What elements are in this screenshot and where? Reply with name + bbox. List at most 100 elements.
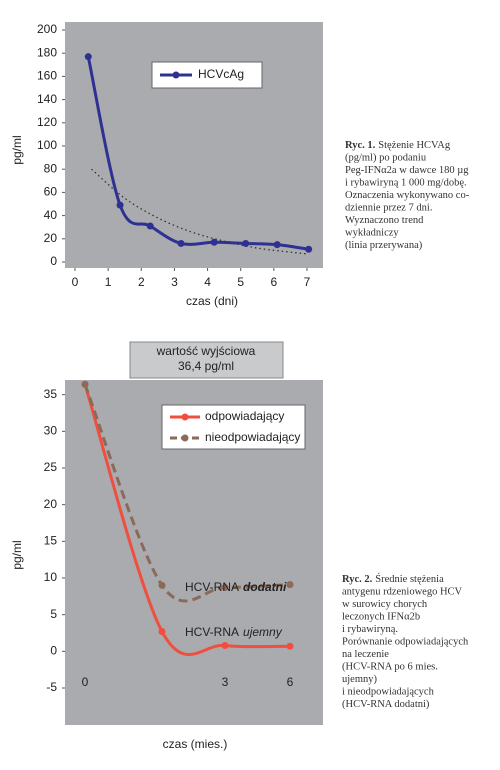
caption-text: i rybawiryną 1 000 mg/dobę.: [345, 178, 467, 189]
y-tick-label: 30: [44, 424, 58, 438]
x-tick-label: 5: [237, 275, 244, 289]
caption-line: Ryc. 1. Stężenie HCVAg: [345, 140, 451, 151]
annotation-text: HCV-RNA: [185, 580, 239, 594]
plot-area: [65, 22, 323, 268]
caption-text: i rybawiryną.: [342, 624, 398, 635]
annotation-text: wartość wyjściowa: [156, 344, 256, 358]
caption-line: (HCV-RNA dodatni): [342, 699, 430, 710]
data-point: [286, 581, 294, 589]
x-tick-label: 6: [271, 275, 278, 289]
y-axis-title: pg/ml: [10, 135, 24, 164]
y-tick-label: 140: [37, 92, 57, 106]
annotation-emphasis: ujemny: [243, 625, 283, 639]
legend-marker: [172, 71, 180, 79]
caption-line: Peg-IFNα2a w dawce 180 µg: [345, 165, 469, 176]
caption-text: i nieodpowiadających: [342, 687, 435, 698]
x-axis-title: czas (mies.): [163, 737, 228, 751]
x-tick-label: 4: [204, 275, 211, 289]
y-tick-label: 0: [50, 644, 57, 658]
annotation-text: HCV-RNA: [185, 625, 239, 639]
x-tick-label: 1: [105, 275, 112, 289]
legend-label: HCVcAg: [198, 67, 244, 81]
plot-lines: [84, 53, 313, 255]
caption-line: Oznaczenia wykonywano co-: [345, 190, 470, 201]
data-point: [81, 380, 89, 388]
caption-line: dziennie przez 7 dni.: [345, 203, 432, 214]
y-tick-label: 80: [44, 161, 58, 175]
data-point: [221, 584, 229, 592]
legend-marker: [181, 413, 189, 421]
series-line: [83, 383, 291, 603]
y-tick-label: 10: [44, 570, 58, 584]
data-point: [273, 241, 281, 249]
y-tick-label: 200: [37, 22, 57, 36]
data-point: [158, 628, 166, 636]
data-point: [286, 642, 294, 650]
caption-text: (HCV-RNA dodatni): [342, 699, 430, 710]
caption-line: wykładniczy: [345, 228, 399, 239]
caption-line: (linia przerywana): [345, 240, 423, 251]
x-axis-title: czas (dni): [186, 294, 238, 308]
y-axis-title: pg/ml: [10, 540, 24, 569]
caption-line: Wyznaczono trend: [345, 215, 424, 226]
y-tick-label: 180: [37, 45, 57, 59]
caption-text: antygenu rdzeniowego HCV: [342, 587, 463, 598]
caption-text: (pg/ml) po podaniu: [345, 153, 427, 164]
caption-text: Wyznaczono trend: [345, 215, 424, 226]
data-point: [84, 53, 92, 61]
y-tick-label: 15: [44, 534, 58, 548]
caption-line: na leczenie: [342, 649, 389, 660]
caption-text: (linia przerywana): [345, 240, 423, 251]
y-tick-label: 20: [44, 231, 58, 245]
series-line: [83, 383, 291, 656]
caption-line: Porównanie odpowiadających: [342, 637, 469, 648]
y-tick-label: 25: [44, 460, 58, 474]
data-point: [305, 245, 313, 253]
caption-line: w surowicy chorych: [342, 599, 428, 610]
y-tick-label: 5: [50, 607, 57, 621]
caption-text: wykładniczy: [345, 228, 399, 239]
caption-text: ujemny): [342, 674, 377, 685]
annotation-text: 36,4 pg/ml: [178, 359, 234, 373]
series-line: [86, 56, 309, 251]
caption-line: ujemny): [342, 674, 377, 685]
y-tick-label: 60: [44, 185, 58, 199]
caption-text: Oznaczenia wykonywano co-: [345, 190, 470, 201]
y-tick-label: 20: [44, 497, 58, 511]
data-point: [242, 239, 250, 247]
y-tick-label: 35: [44, 387, 58, 401]
y-tick-label: -5: [46, 680, 57, 694]
caption-line: i nieodpowiadających: [342, 687, 435, 698]
y-tick-label: 100: [37, 138, 57, 152]
x-tick-label: 3: [222, 675, 229, 689]
legend-marker: [181, 434, 189, 442]
caption-line: (HCV-RNA po 6 mies.: [342, 662, 438, 673]
caption-line: Ryc. 2. Średnie stężenia: [342, 573, 444, 585]
caption-text: Stężenie HCVAg: [378, 140, 451, 151]
caption-line: i rybawiryną.: [342, 624, 398, 635]
legend-box: [161, 404, 306, 450]
caption-text: w surowicy chorych: [342, 599, 428, 610]
caption-text: (HCV-RNA po 6 mies.: [342, 662, 438, 673]
series-annotation: HCV-RNA ujemny: [185, 625, 283, 639]
caption-text: leczonych IFNα2b: [342, 612, 420, 623]
caption-line: antygenu rdzeniowego HCV: [342, 587, 463, 598]
caption-line: i rybawiryną 1 000 mg/dobę.: [345, 178, 467, 189]
trend-line: [91, 168, 308, 255]
x-tick-label: 7: [304, 275, 311, 289]
caption-text: na leczenie: [342, 649, 389, 660]
x-tick-label: 0: [72, 275, 79, 289]
y-tick-label: 0: [50, 254, 57, 268]
y-tick-label: 40: [44, 208, 58, 222]
x-tick-label: 0: [82, 675, 89, 689]
plot-lines: [81, 380, 294, 656]
annotation-box: [129, 341, 284, 379]
data-point: [116, 201, 124, 209]
x-tick-label: 3: [171, 275, 178, 289]
caption-line: (pg/ml) po podaniu: [345, 153, 427, 164]
annotation-emphasis: dodatni: [243, 580, 287, 594]
caption-text: dziennie przez 7 dni.: [345, 203, 432, 214]
caption-text: Średnie stężenia: [375, 573, 444, 585]
data-point: [221, 641, 229, 649]
